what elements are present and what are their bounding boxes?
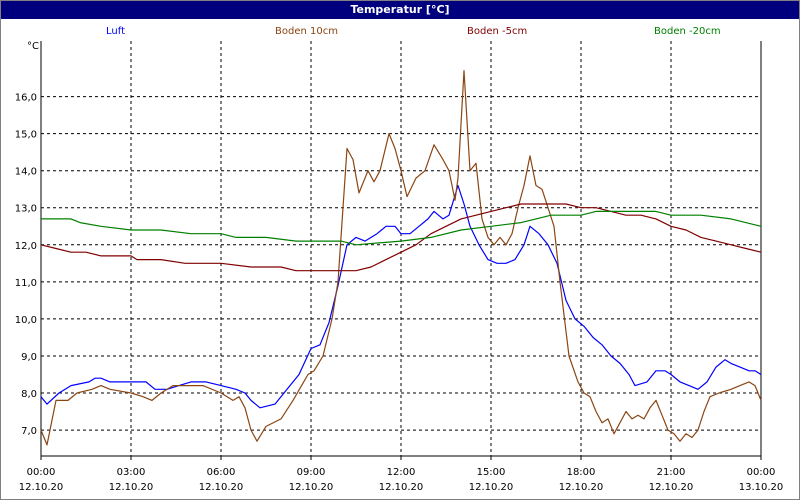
series-line-boden-5cm: [40, 203, 762, 272]
x-tick-time: 18:00: [567, 467, 596, 478]
x-tick-date: 12.10.20: [469, 482, 514, 493]
x-tick-date: 12.10.20: [109, 482, 154, 493]
x-tick-date: 13.10.20: [739, 482, 784, 493]
y-tick-label: 16,0: [15, 93, 37, 104]
y-tick-label: 11,0: [15, 278, 37, 289]
x-tick-time: 03:00: [117, 467, 146, 478]
y-tick-label: 14,0: [15, 167, 37, 178]
y-tick-label: 10,0: [15, 315, 37, 326]
y-axis-unit: °C: [27, 41, 39, 52]
legend-boden-10cm: Boden 10cm: [275, 26, 338, 37]
x-tick-time: 06:00: [207, 467, 236, 478]
grid: [41, 41, 761, 456]
legend-boden-5cm: Boden -5cm: [467, 26, 528, 37]
y-tick-label: 9,0: [21, 352, 37, 363]
x-tick-time: 09:00: [297, 467, 326, 478]
x-tick-date: 12.10.20: [199, 482, 244, 493]
y-tick-label: 12,0: [15, 241, 37, 252]
series-line-boden-20cm: [41, 210, 762, 246]
chart-title: Temperatur [°C]: [1, 1, 799, 19]
legend-boden-20cm: Boden -20cm: [654, 26, 721, 37]
x-tick-date: 12.10.20: [379, 482, 424, 493]
y-tick-label: 15,0: [15, 130, 37, 141]
series-lines: [40, 70, 762, 446]
legend-luft: Luft: [106, 26, 125, 37]
x-tick-time: 12:00: [387, 467, 416, 478]
x-tick-date: 12.10.20: [19, 482, 64, 493]
tick-labels: 7,0 8,0 9,0 10,0 11,0 12,0 13,0 14,0 15,0 16,0 00:…: [15, 93, 784, 493]
y-tick-label: 8,0: [21, 389, 37, 400]
y-tick-label: 7,0: [21, 426, 37, 437]
x-tick-date: 12.10.20: [649, 482, 694, 493]
series-line-boden-10cm: [40, 70, 762, 446]
x-tick-time: 21:00: [657, 467, 686, 478]
x-tick-time: 15:00: [477, 467, 506, 478]
y-tick-label: 13,0: [15, 204, 37, 215]
plot-area: °C 7,0 8,0 9,0 10,0 11,0 12,0 13,0 14,0 15,0 16,0…: [15, 41, 784, 493]
x-tick-date: 12.10.20: [289, 482, 334, 493]
x-tick-time: 00:00: [27, 467, 56, 478]
x-tick-date: 12.10.20: [559, 482, 604, 493]
axes: [40, 41, 762, 460]
x-tick-time: 00:00: [747, 467, 776, 478]
series-line-luft: [40, 184, 762, 409]
